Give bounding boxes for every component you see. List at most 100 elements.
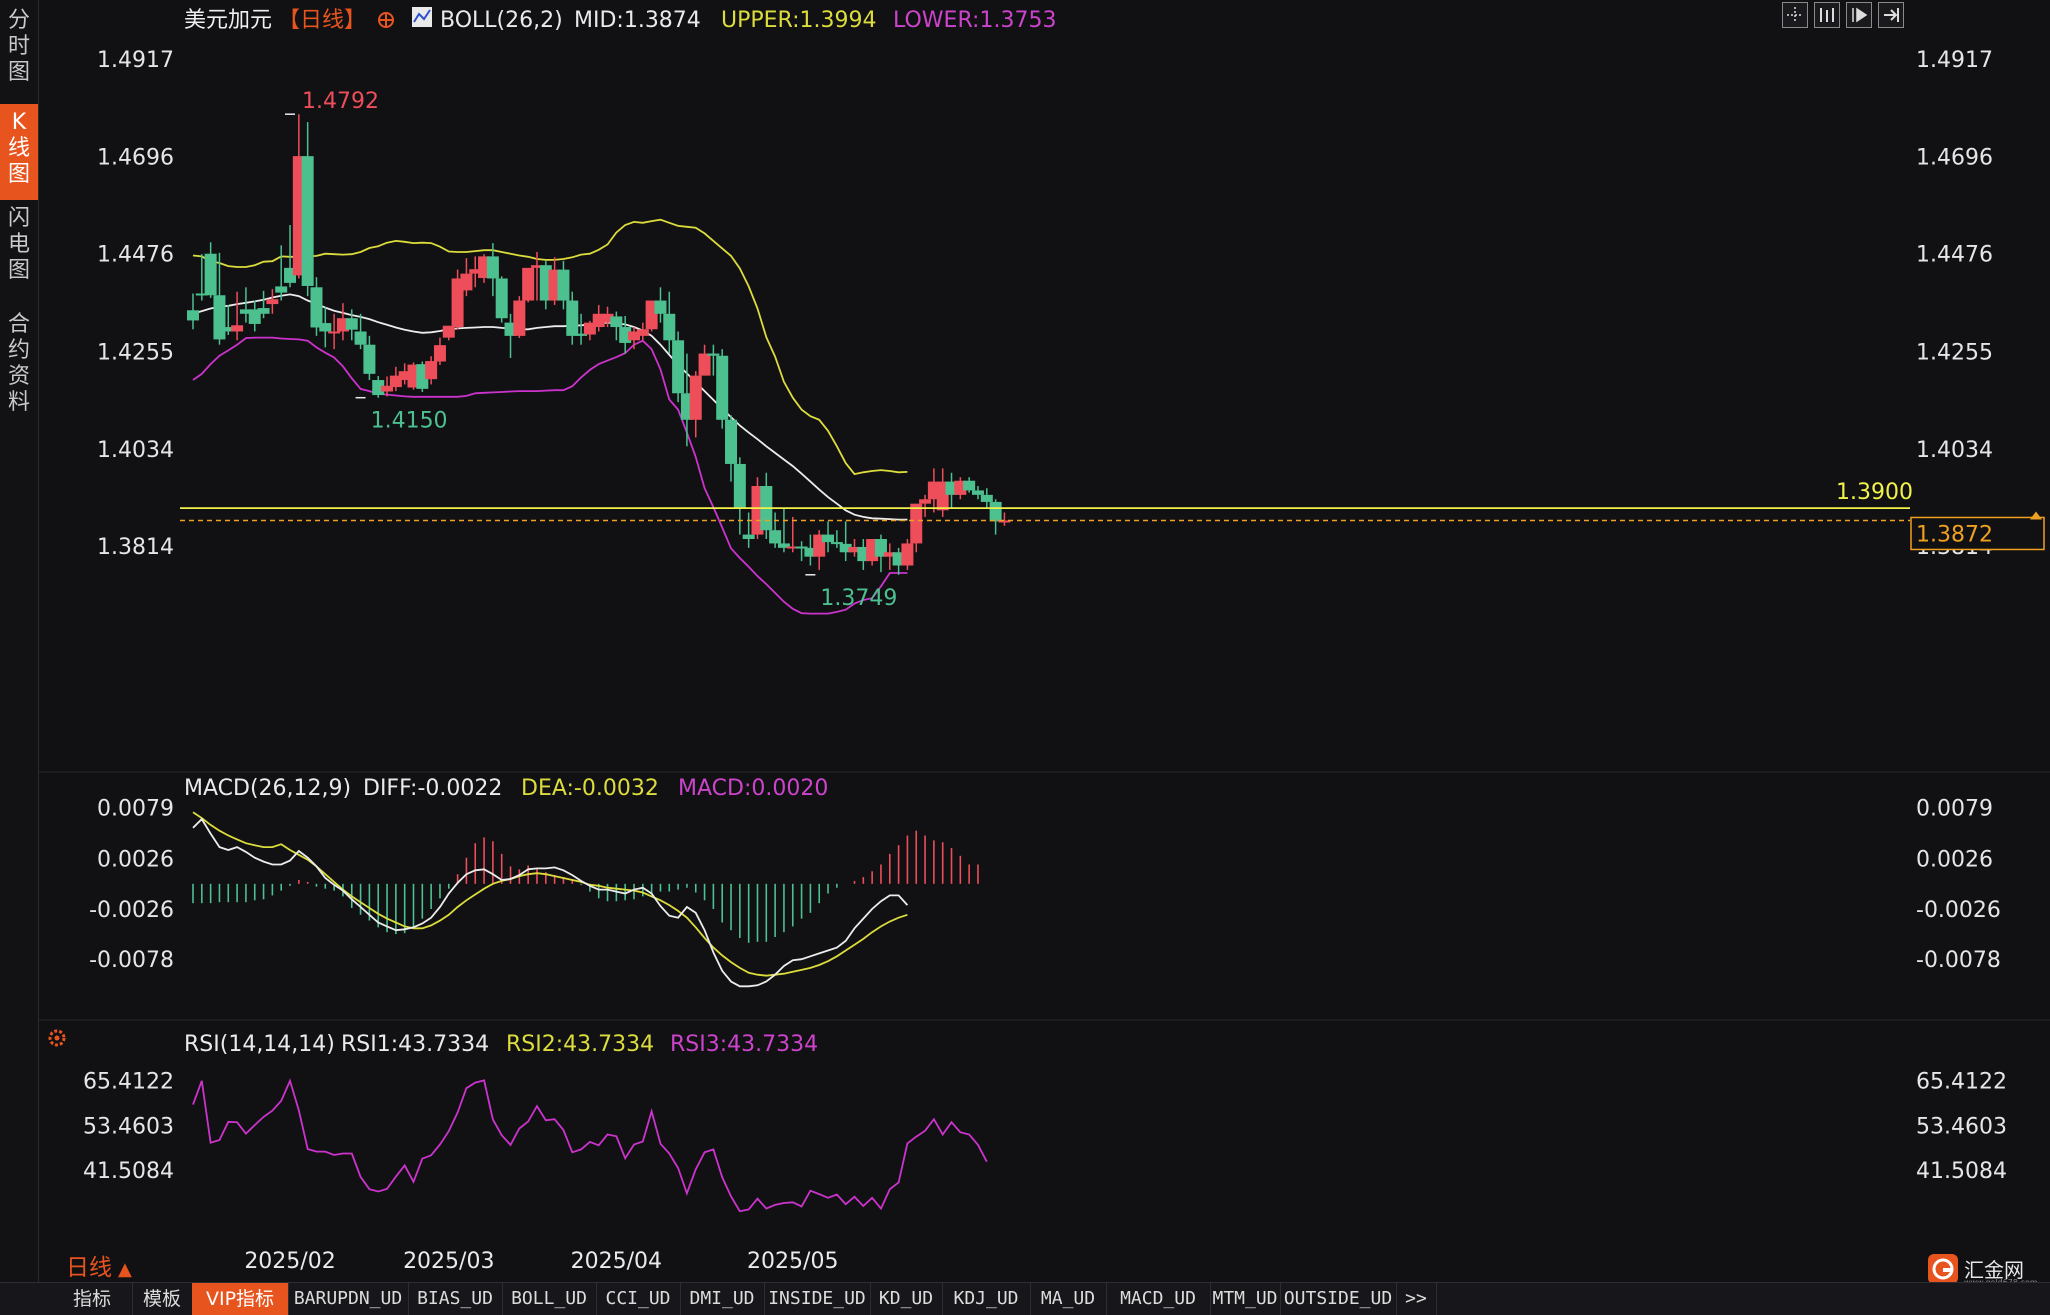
indicator-tab[interactable]: DMI_UD — [680, 1283, 765, 1315]
indicator-tab[interactable]: KDJ_UD — [942, 1283, 1031, 1315]
macd-diff-line — [192, 817, 909, 988]
candle-body — [989, 501, 1002, 522]
candle-body — [345, 318, 358, 330]
candle-body — [698, 353, 711, 376]
candle-body — [248, 309, 261, 324]
candle-body — [195, 293, 208, 296]
indicator-tab[interactable]: OUTSIDE_UD — [1280, 1283, 1397, 1315]
indicator-tab[interactable]: VIP指标 — [192, 1283, 289, 1315]
indicator-tab[interactable]: KD_UD — [870, 1283, 943, 1315]
period-label[interactable]: 【日线】 — [278, 8, 366, 33]
y-tick-left: 1.4255 — [97, 340, 174, 365]
settings-gear-icon[interactable] — [48, 1029, 66, 1047]
more-indicators-button[interactable]: >> — [1396, 1283, 1437, 1315]
candle-body — [689, 375, 702, 420]
boll-upper: UPPER:1.3994 — [721, 8, 877, 33]
candle-body — [319, 323, 332, 332]
y-tick-right: 1.4255 — [1916, 340, 1993, 365]
candle-body — [610, 316, 623, 328]
candle-body — [848, 546, 861, 553]
rsi-y-tick-right: 41.5084 — [1916, 1159, 2007, 1184]
indicator-tab[interactable]: BARUPDN_UD — [288, 1283, 409, 1315]
candle-body — [495, 278, 508, 319]
boll-mid: MID:1.3874 — [574, 8, 701, 33]
candle-body — [204, 253, 217, 296]
indicator-tab[interactable]: MA_UD — [1030, 1283, 1107, 1315]
x-tick-label: 2025/02 — [244, 1249, 335, 1274]
symbol-name: 美元加元 — [184, 8, 272, 33]
tab-flash-chart[interactable]: 闪 电 图 — [7, 206, 30, 283]
candle-body — [742, 534, 755, 540]
indicator-tab[interactable]: MACD_UD — [1106, 1283, 1211, 1315]
rsi2-value: RSI2:43.7334 — [506, 1032, 654, 1057]
candle-body — [566, 300, 579, 336]
y-tick-left: 1.4034 — [97, 438, 174, 463]
triangle-up-icon: ▲ — [118, 1259, 132, 1280]
macd-y-tick-left: -0.0078 — [89, 948, 174, 973]
indicator-tab[interactable]: CCI_UD — [596, 1283, 681, 1315]
y-tick-left: 1.4917 — [97, 48, 174, 73]
macd-diff: DIFF:-0.0022 — [363, 776, 502, 801]
indicator-tab[interactable]: 指标 — [52, 1283, 133, 1315]
crosshair-icon[interactable] — [378, 12, 394, 28]
indicator-tab[interactable]: 模板 — [132, 1283, 193, 1315]
candle-body — [257, 308, 270, 314]
x-tick-label: 2025/03 — [403, 1249, 494, 1274]
rsi3-value: RSI3:43.7334 — [670, 1032, 818, 1057]
rsi-y-tick-right: 65.4122 — [1916, 1070, 2007, 1095]
candle-body — [786, 546, 799, 549]
macd-dea-line — [192, 811, 908, 977]
last-price-tag[interactable] — [1910, 516, 2045, 551]
candle-body — [469, 269, 482, 274]
tab-kline-chart[interactable]: K 线 图 — [0, 104, 38, 200]
candle-body — [310, 287, 323, 328]
candle-body — [389, 375, 402, 388]
candle-body — [733, 463, 746, 509]
high-annotation: 1.4792 — [302, 89, 379, 114]
y-tick-left: 1.4696 — [97, 146, 174, 171]
macd-dea: DEA:-0.0032 — [521, 776, 659, 801]
candle-body — [777, 543, 790, 548]
rsi-label: RSI(14,14,14) — [184, 1032, 335, 1057]
zoom-bars-icon[interactable] — [1814, 2, 1840, 28]
move-end-icon[interactable] — [1878, 2, 1904, 28]
candle-body — [222, 327, 235, 332]
indicator-tab[interactable]: INSIDE_UD — [764, 1283, 871, 1315]
tab-contract-info[interactable]: 合 约 资 料 — [7, 312, 30, 415]
macd-y-tick-right: 0.0079 — [1916, 796, 1993, 821]
indicator-tab[interactable]: BOLL_UD — [502, 1283, 597, 1315]
candle-body — [822, 534, 835, 543]
candle-body — [460, 273, 473, 291]
rsi-y-tick-right: 53.4603 — [1916, 1114, 2007, 1139]
candle-body — [725, 419, 738, 464]
candle-body — [672, 340, 685, 394]
y-tick-left: 1.4476 — [97, 243, 174, 268]
candle-body — [513, 300, 526, 336]
crosshair-tool-icon[interactable] — [1782, 2, 1808, 28]
candle-body — [663, 313, 676, 341]
candle-body — [354, 331, 367, 345]
tab-timeshare-chart[interactable]: 分 时 图 — [7, 8, 30, 85]
y-tick-right: 1.4696 — [1916, 146, 1993, 171]
y-tick-right: 1.4034 — [1916, 438, 1993, 463]
x-tick-label: 2025/05 — [747, 1249, 838, 1274]
y-tick-right: 1.4917 — [1916, 48, 1993, 73]
candle-body — [628, 331, 640, 341]
kline-chart[interactable]: 美元加元 【日线】 BOLL(26,2) MID:1.3874 UPPER:1.… — [0, 0, 2050, 1282]
indicator-tab[interactable]: MTM_UD — [1210, 1283, 1281, 1315]
play-forward-icon[interactable] — [1846, 2, 1872, 28]
candle-body — [275, 286, 288, 293]
indicator-chart-icon[interactable] — [412, 7, 432, 27]
indicator-bar: 指标 模板 VIP指标 BARUPDN_UD BIAS_UD BOLL_UD CCI_UD D… — [0, 1282, 2050, 1315]
y-tick-left: 1.3814 — [97, 535, 174, 560]
indicator-tab[interactable]: BIAS_UD — [408, 1283, 503, 1315]
macd-y-tick-right: -0.0078 — [1916, 948, 2001, 973]
macd-y-tick-left: -0.0026 — [89, 898, 174, 923]
candle-body — [919, 499, 932, 504]
last-price-label: 1.3872 — [1916, 522, 1993, 547]
rsi-y-tick-left: 53.4603 — [83, 1114, 174, 1139]
candle-body — [804, 547, 817, 557]
candle-body — [998, 520, 1011, 523]
period-selector[interactable]: 日线 ▲ — [66, 1248, 132, 1282]
logo-mark-icon — [1928, 1254, 1958, 1284]
